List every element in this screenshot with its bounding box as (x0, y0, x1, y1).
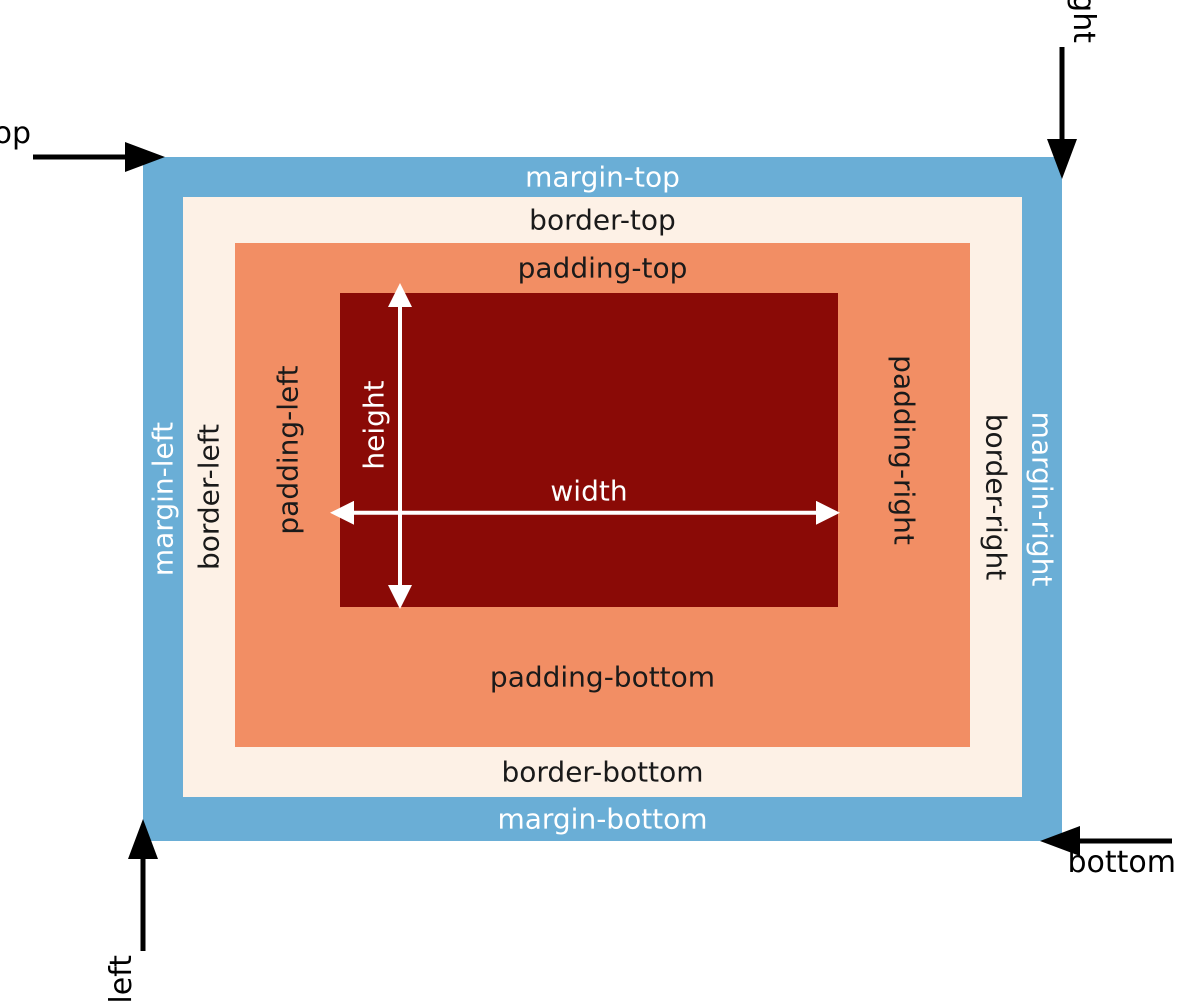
corner-left-label: left (104, 955, 139, 1004)
corner-arrows (0, 0, 1200, 993)
corner-top-label: top (0, 116, 31, 151)
corner-bottom-label: bottom (1067, 845, 1176, 880)
corner-right-label: right (1066, 0, 1101, 43)
box-model-diagram: margin-top margin-bottom margin-left mar… (0, 0, 1200, 993)
